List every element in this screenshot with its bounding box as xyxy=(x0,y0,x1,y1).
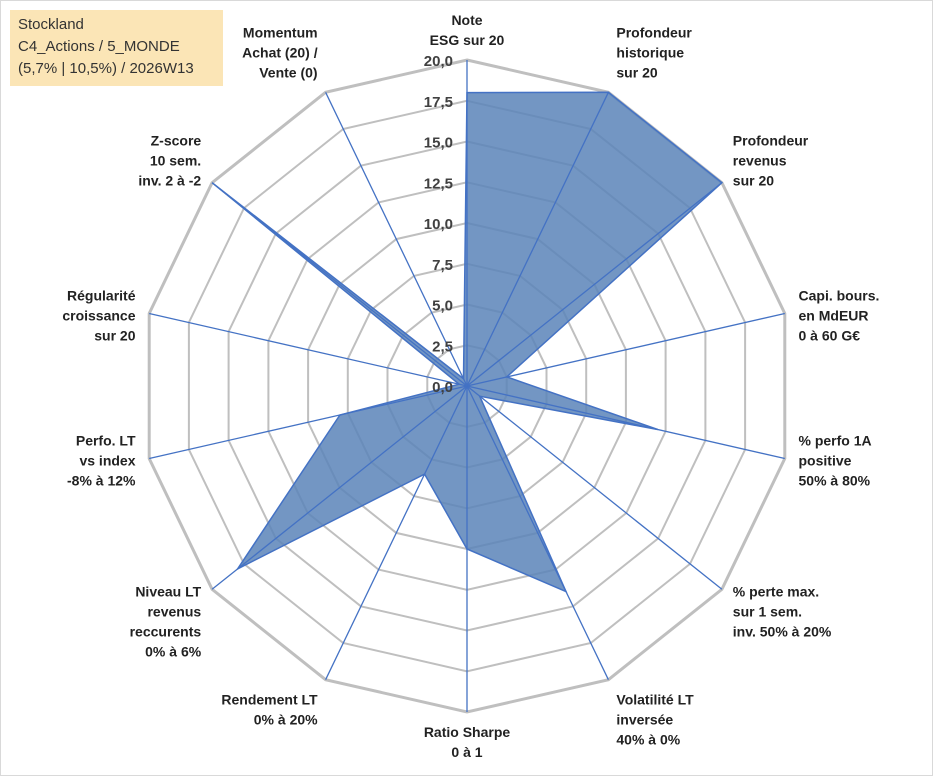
axis-spoke-11 xyxy=(149,312,468,387)
axis-spoke-8 xyxy=(325,385,468,680)
axis-label-13: Momentum Achat (20) / Vente (0) xyxy=(242,24,318,80)
axis-spoke-9 xyxy=(211,385,468,590)
tick-label-7: 17,5 xyxy=(424,94,453,111)
axis-label-3: Capi. bours. en MdEUR 0 à 60 G€ xyxy=(799,288,880,344)
axis-spoke-1 xyxy=(466,92,609,387)
tick-label-8: 20,0 xyxy=(424,53,453,70)
tick-label-3: 7,5 xyxy=(432,257,453,274)
tick-label-2: 5,0 xyxy=(432,298,453,315)
tick-label-4: 10,0 xyxy=(424,216,453,233)
axis-spoke-2 xyxy=(466,182,723,387)
axis-label-6: Volatilité LT inversée 40% à 0% xyxy=(616,692,694,748)
axis-spoke-6 xyxy=(466,385,609,680)
axis-label-5: % perte max. sur 1 sem. inv. 50% à 20% xyxy=(733,583,832,639)
axis-label-2: Profondeur revenus sur 20 xyxy=(733,133,809,189)
title-line-2: C4_Actions / 5_MONDE xyxy=(18,38,180,55)
axis-spoke-12 xyxy=(211,182,468,387)
axis-label-9: Niveau LT revenus reccurents 0% à 6% xyxy=(130,583,202,659)
axis-label-7: Ratio Sharpe 0 à 1 xyxy=(424,724,511,760)
chart-title-box: Stockland C4_Actions / 5_MONDE (5,7% | 1… xyxy=(10,10,223,86)
title-line-1: Stockland xyxy=(18,16,84,33)
axis-label-4: % perfo 1A positive 50% à 80% xyxy=(799,433,872,489)
axis-label-11: Régularité croissance sur 20 xyxy=(62,288,135,344)
axis-label-12: Z-score 10 sem. inv. 2 à -2 xyxy=(138,133,201,189)
axis-spoke-4 xyxy=(466,385,785,460)
axis-label-8: Rendement LT 0% à 20% xyxy=(221,692,318,728)
tick-label-0: 0,0 xyxy=(432,379,453,396)
title-line-3: (5,7% | 10,5%) / 2026W13 xyxy=(18,60,194,77)
tick-label-5: 12,5 xyxy=(424,175,453,192)
tick-label-1: 2,5 xyxy=(432,338,453,355)
axis-spoke-10 xyxy=(149,385,468,460)
axis-label-10: Perfo. LT vs index -8% à 12% xyxy=(67,433,136,489)
tick-label-6: 15,0 xyxy=(424,135,453,152)
axis-spoke-5 xyxy=(466,385,723,590)
axis-spoke-13 xyxy=(325,92,468,387)
axis-spoke-3 xyxy=(466,312,785,387)
axis-label-1: Profondeur historique sur 20 xyxy=(616,24,692,80)
axis-label-0: Note ESG sur 20 xyxy=(430,12,505,48)
